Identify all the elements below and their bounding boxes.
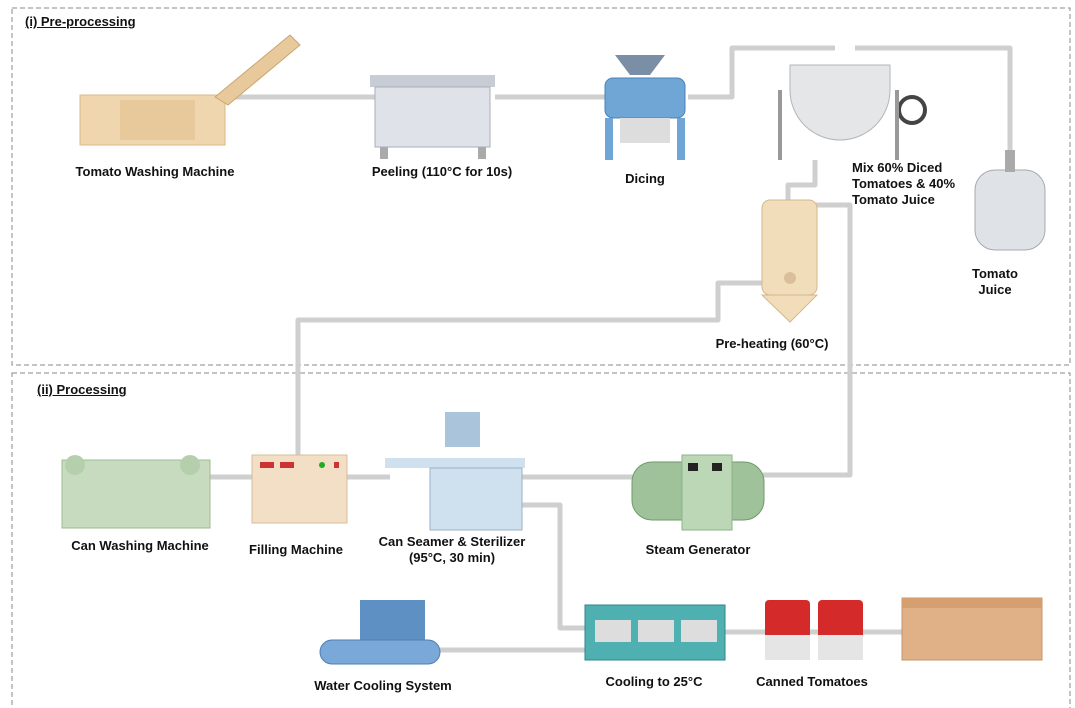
node-label: Filling Machine <box>249 542 343 558</box>
node-label: Pre-heating (60°C) <box>716 336 829 352</box>
can-seamer <box>385 412 525 530</box>
peeling-machine <box>370 75 495 159</box>
tomato-washing-machine <box>80 35 300 145</box>
diagram: (i) Pre-processing (ii) Processing Tomat… <box>0 0 1075 708</box>
can-washing-machine <box>62 455 210 528</box>
node-label: Tomato Juice <box>955 266 1035 298</box>
node-label: Cooling to 25°C <box>606 674 703 690</box>
node-label: Can Washing Machine <box>71 538 208 554</box>
mixing-kettle <box>778 65 925 160</box>
node-label: Water Cooling System <box>314 678 451 694</box>
shipping-box <box>902 598 1042 660</box>
node-label: Canned Tomatoes <box>756 674 868 690</box>
node-label: Dicing <box>625 171 665 187</box>
pre-heater <box>762 200 817 322</box>
filling-machine <box>252 455 347 523</box>
juice-tank <box>975 150 1045 250</box>
node-label: Can Seamer & Sterilizer (95°C, 30 min) <box>372 534 532 566</box>
node-label: Mix 60% Diced Tomatoes & 40% Tomato Juic… <box>852 160 977 208</box>
water-cooling-system <box>320 600 440 664</box>
diagram-graphics <box>0 0 1075 708</box>
cooling-tunnel <box>585 605 725 660</box>
steam-generator <box>632 455 764 530</box>
section-title: (i) Pre-processing <box>25 14 136 29</box>
node-label: Peeling (110°C for 10s) <box>372 164 512 180</box>
node-label: Steam Generator <box>646 542 751 558</box>
dicing-machine <box>605 55 685 160</box>
section-title: (ii) Processing <box>37 382 127 397</box>
node-label: Tomato Washing Machine <box>76 164 235 180</box>
